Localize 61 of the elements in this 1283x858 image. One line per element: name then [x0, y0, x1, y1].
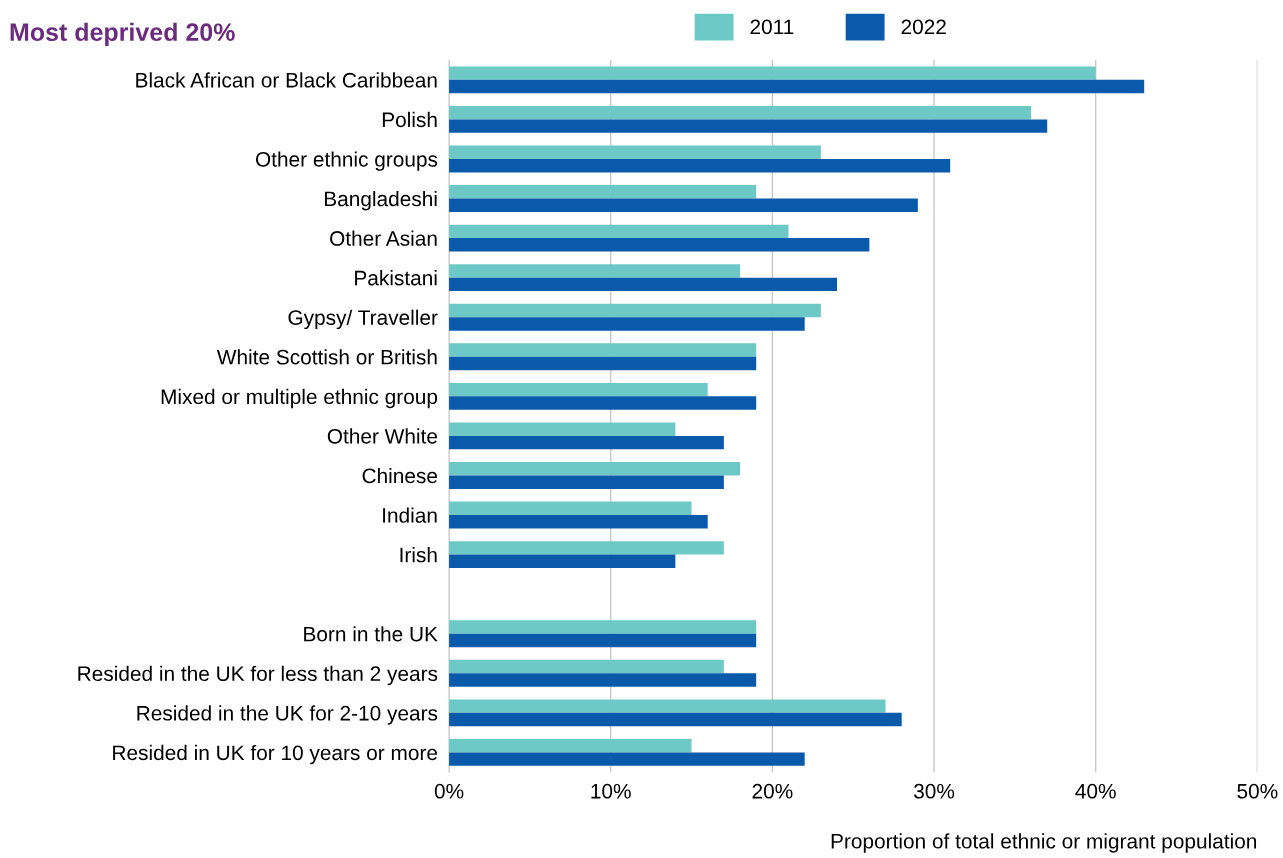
bar — [449, 277, 838, 292]
bar — [449, 462, 741, 476]
bar — [449, 238, 870, 252]
y-tick-label: Bangladeshi — [324, 190, 437, 211]
bar — [449, 79, 1145, 94]
bar — [449, 396, 757, 410]
y-tick-label: Black African or Black Caribbean — [136, 72, 437, 88]
bar — [449, 673, 757, 687]
x-axis-title: Proportion of total ethnic or migrant population — [831, 833, 1257, 853]
y-tick-label: Chinese — [362, 467, 438, 484]
y-tick-label: Mixed or multiple ethnic group — [161, 388, 438, 409]
bar — [449, 659, 724, 674]
y-tick-label: Other ethnic groups — [255, 151, 438, 171]
bar — [449, 343, 757, 357]
y-tick-label: Other White — [327, 428, 438, 444]
y-tick-label: Pakistani — [355, 270, 437, 286]
bar — [449, 66, 1096, 80]
x-tick-label: 20% — [752, 783, 793, 799]
bar — [449, 435, 724, 450]
bar — [449, 554, 676, 569]
y-tick-label: Irish — [400, 547, 437, 563]
bar — [449, 620, 757, 634]
y-tick-label: Polish — [382, 111, 437, 128]
x-tick-label: 10% — [591, 783, 631, 799]
bar — [449, 541, 724, 555]
bar — [449, 303, 821, 318]
bar — [449, 185, 757, 199]
y-tick-label: Born in the UK — [304, 626, 438, 642]
bar — [449, 224, 789, 239]
bar — [449, 501, 692, 516]
y-tick-label: Resided in the UK for 2-10 years — [137, 705, 438, 725]
y-tick-label: Resided in the UK for less than 2 years — [78, 665, 438, 686]
y-tick-label: Gypsy/ Traveller — [288, 309, 438, 330]
x-tick-label: 30% — [913, 783, 955, 799]
bar — [449, 633, 757, 648]
bar — [449, 422, 676, 436]
bar — [449, 382, 708, 397]
text: Most deprived 20% — [10, 22, 235, 46]
y-tick-label: Other Asian — [330, 230, 437, 246]
bar — [449, 738, 692, 753]
bar — [449, 515, 708, 529]
bar — [449, 712, 902, 727]
bar — [449, 475, 724, 489]
bar — [449, 752, 805, 766]
bar — [449, 158, 951, 173]
y-tick-label: White Scottish or British — [216, 349, 437, 365]
bar — [449, 699, 886, 713]
bar — [449, 198, 918, 212]
y-tick-label: Resided in UK for 10 years or more — [113, 744, 438, 765]
legend-label: 2011 — [750, 19, 794, 35]
bar — [449, 119, 1048, 133]
x-tick-label: 0% — [434, 783, 464, 799]
x-tick-label: 50% — [1237, 783, 1278, 799]
y-tick-label: Indian — [383, 507, 437, 523]
bar — [449, 105, 1032, 120]
x-tick-label: 40% — [1075, 783, 1116, 799]
bar — [449, 317, 805, 331]
bar — [449, 356, 757, 371]
legend-label: 2022 — [901, 19, 946, 35]
bar — [449, 264, 741, 278]
bar — [449, 145, 821, 159]
